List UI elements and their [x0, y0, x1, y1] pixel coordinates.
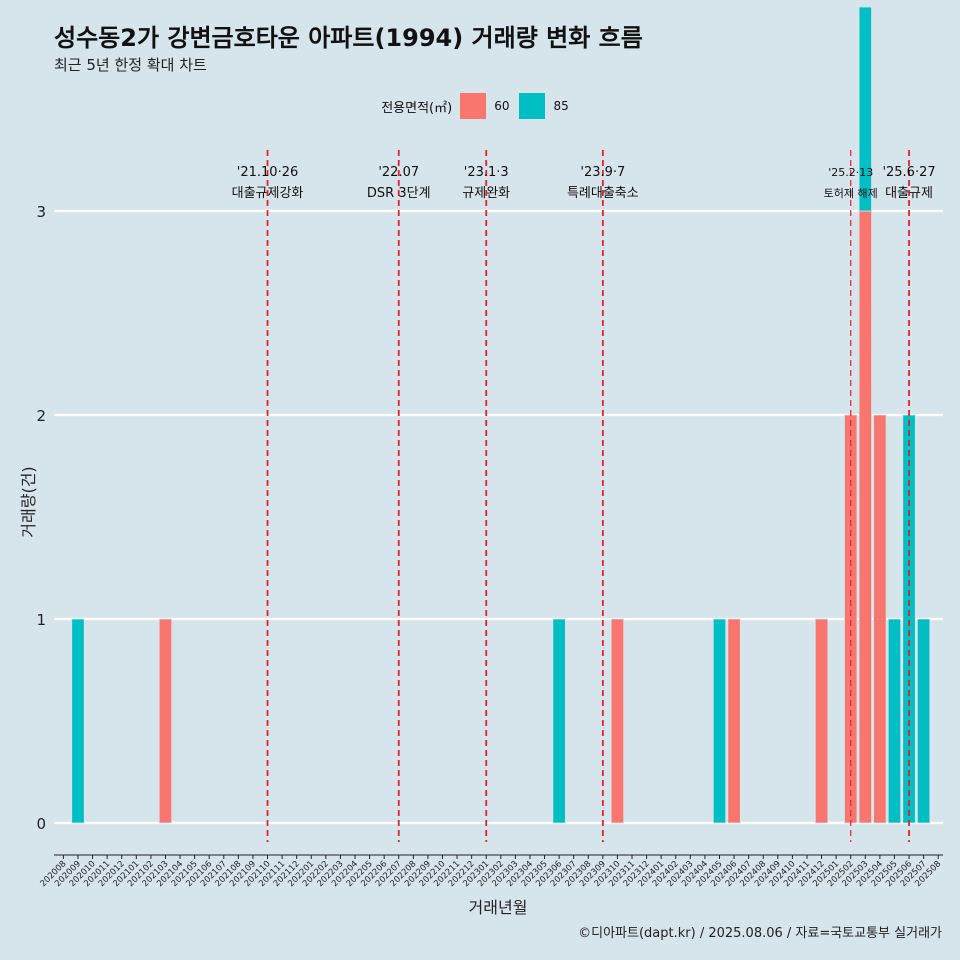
event-label-202309: 특례대출축소	[567, 186, 639, 201]
event-label-202301: 규제완화	[462, 186, 510, 201]
legend-item-60: 60	[460, 93, 509, 119]
bar-85-202503	[858, 6, 872, 212]
event-date-202301: '23.1·3	[464, 165, 509, 180]
y-tick-label-0: 0	[36, 815, 46, 833]
chart-title: 성수동2가 강변금호타운 아파트(1994) 거래량 변화 흐름	[54, 24, 643, 52]
chart-subtitle: 최근 5년 한정 확대 차트	[54, 56, 207, 74]
legend-label-60: 60	[494, 99, 510, 113]
event-label-202502: 토허제 해제	[824, 186, 878, 200]
legend-label-85: 85	[553, 99, 569, 113]
bar-60-202103	[158, 618, 173, 824]
y-axis-title: 거래량(건)	[19, 466, 38, 537]
y-tick-label-3: 3	[36, 203, 46, 221]
legend-swatch-60	[460, 93, 487, 119]
legend-swatch-85	[519, 93, 546, 119]
bar-85-202306	[552, 618, 566, 824]
bar-60-202412	[814, 618, 829, 824]
bar-60-202504	[873, 414, 887, 824]
legend-title: 전용면적(㎡)	[381, 100, 453, 116]
event-date-202506: '25.6·27	[882, 165, 935, 180]
event-label-202207: DSR 3단계	[367, 186, 431, 201]
y-tick-label-1: 1	[36, 611, 46, 629]
y-tick-label-2: 2	[36, 407, 46, 425]
event-date-202207: '22.07	[378, 165, 419, 180]
source-caption: ©디아파트(dapt.kr) / 2025.08.06 / 자료=국토교통부 실…	[578, 926, 942, 941]
legend: 전용면적(㎡) 60 85	[0, 93, 960, 119]
bar-60-202406	[727, 618, 741, 824]
bar-85-202009	[71, 618, 85, 824]
bar-85-202507	[916, 618, 931, 824]
bar-85-202505	[887, 618, 902, 824]
event-label-202110: 대출규제강화	[232, 186, 304, 201]
bar-85-202405	[712, 618, 727, 824]
event-label-202506: 대출규제	[885, 186, 933, 201]
bar-60-202503	[858, 210, 872, 824]
bar-60-202310	[610, 618, 625, 824]
event-date-202502: '25.2·13	[828, 166, 873, 179]
legend-item-85: 85	[519, 93, 569, 119]
event-date-202309: '23.9·7	[580, 165, 625, 180]
event-date-202110: '21.10·26	[237, 165, 298, 180]
x-axis-title: 거래년월	[469, 898, 528, 917]
